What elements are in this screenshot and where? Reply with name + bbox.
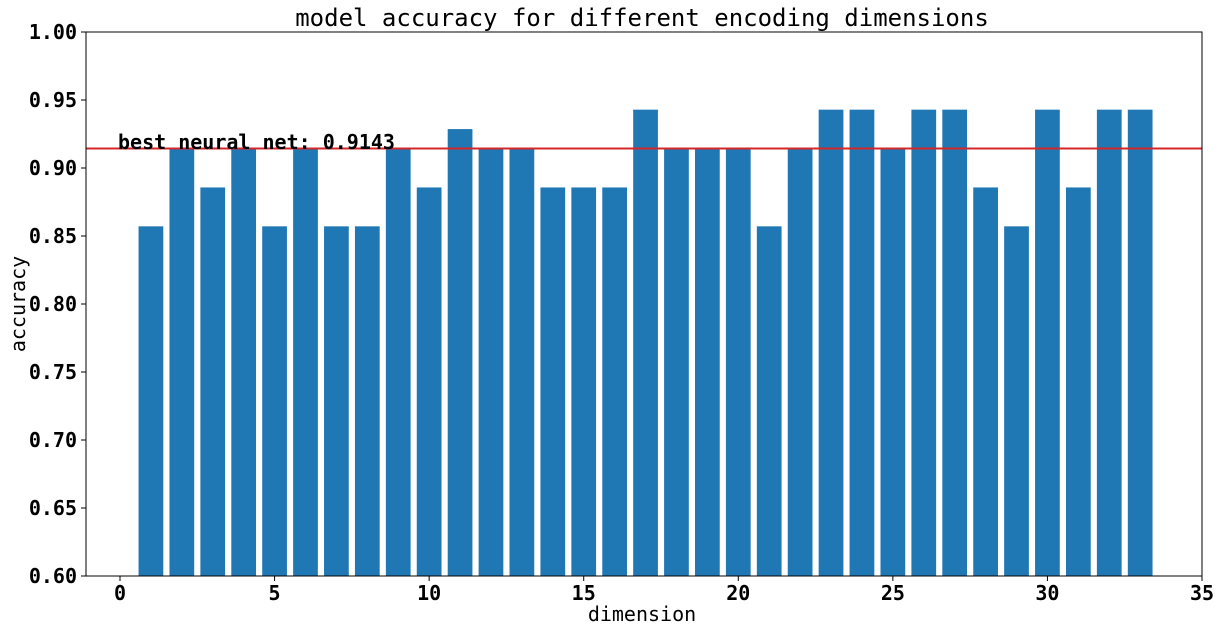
bar-dim-23	[818, 109, 844, 576]
bar-dim-32	[1096, 109, 1122, 576]
bar-dim-21	[756, 226, 782, 576]
y-tick-label-6: 0.90	[29, 156, 77, 180]
y-tick-label-2: 0.70	[29, 428, 77, 452]
bar-dim-19	[695, 148, 720, 577]
bar-dim-20	[725, 148, 751, 577]
bar-dim-7	[324, 226, 349, 576]
bar-dim-6	[293, 148, 318, 577]
bar-dim-5	[262, 226, 287, 576]
x-tick-label-25: 25	[881, 581, 905, 605]
bar-dim-9	[385, 148, 411, 577]
y-tick-label-8: 1.00	[29, 20, 77, 44]
x-tick-label-10: 10	[417, 581, 441, 605]
bar-dim-33	[1127, 109, 1153, 576]
bar-dim-26	[911, 109, 937, 576]
bar-dim-8	[354, 226, 380, 576]
y-tick-label-7: 0.95	[29, 88, 77, 112]
bar-dim-22	[787, 148, 813, 577]
bar-dim-27	[942, 109, 968, 576]
chart-title: model accuracy for different encoding di…	[295, 4, 989, 32]
reference-line-annotation: best neural net: 0.9143	[118, 130, 395, 154]
bar-dim-16	[602, 187, 627, 576]
x-tick-label-35: 35	[1190, 581, 1214, 605]
x-tick-label-0: 0	[114, 581, 126, 605]
x-tick-label-5: 5	[269, 581, 281, 605]
x-tick-label-20: 20	[726, 581, 750, 605]
bar-dim-11	[447, 129, 473, 576]
y-tick-label-1: 0.65	[29, 496, 77, 520]
bar-dim-13	[509, 148, 535, 577]
x-tick-label-15: 15	[572, 581, 596, 605]
y-tick-label-4: 0.80	[29, 292, 77, 316]
bar-dim-3	[200, 187, 226, 576]
bar-dim-28	[973, 187, 998, 576]
bar-dim-25	[880, 148, 906, 577]
bar-dim-31	[1065, 187, 1091, 576]
bar-dim-14	[540, 187, 566, 576]
ticks-layer: 0 5 10 15 20 25 30 35 0.60 0.65 0.70 0.75 0.80 0.85 0.…	[29, 20, 1214, 605]
bar-dim-4	[231, 148, 257, 577]
x-axis-label: dimension	[588, 602, 696, 626]
bar-dim-17	[633, 109, 658, 576]
y-tick-label-3: 0.75	[29, 360, 77, 384]
bar-dim-18	[664, 148, 689, 577]
y-axis-label: accuracy	[6, 256, 30, 352]
y-tick-label-5: 0.85	[29, 224, 77, 248]
bar-dim-29	[1004, 226, 1029, 576]
bars-layer	[138, 109, 1153, 577]
bar-dim-12	[478, 148, 504, 577]
y-tick-label-0: 0.60	[29, 564, 77, 588]
bar-dim-2	[169, 148, 195, 577]
bar-dim-24	[849, 109, 875, 576]
bar-dim-30	[1035, 109, 1060, 576]
bar-dim-1	[138, 226, 164, 576]
x-tick-label-30: 30	[1035, 581, 1059, 605]
bar-dim-15	[571, 187, 597, 576]
bar-dim-10	[416, 187, 442, 576]
